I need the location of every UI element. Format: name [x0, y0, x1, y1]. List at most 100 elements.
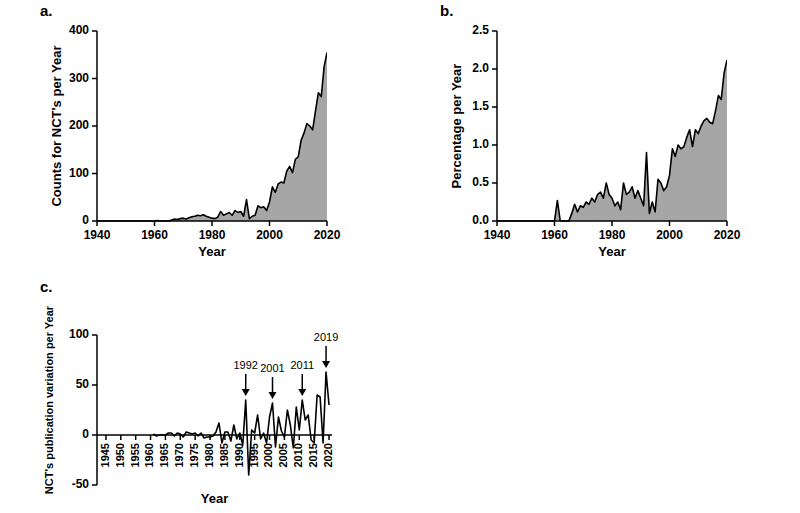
y-tick — [92, 30, 97, 32]
x-tick — [496, 221, 498, 226]
y-tick — [92, 173, 97, 175]
x-tick-label: 2020 — [314, 228, 341, 242]
annotation-label: 2019 — [314, 331, 338, 343]
figure: a.010020030040019401960198020002020YearC… — [0, 0, 800, 513]
y-axis — [496, 31, 498, 221]
y-tick-label: 1.0 — [472, 137, 489, 151]
panel-title: c. — [40, 278, 53, 295]
x-tick — [154, 221, 156, 226]
annotation-label: 2001 — [260, 362, 284, 374]
x-tick — [669, 221, 671, 226]
x-tick — [611, 221, 613, 226]
area-fill — [497, 60, 727, 221]
x-axis-title: Year — [201, 491, 228, 506]
x-tick-label: 1980 — [599, 228, 626, 242]
data-layer — [97, 52, 327, 221]
x-tick — [165, 435, 167, 440]
y-tick-label: 2.0 — [472, 61, 489, 75]
annotation-arrow — [325, 346, 327, 362]
y-tick — [92, 484, 97, 486]
x-tick — [299, 435, 301, 440]
y-tick-label: 100 — [69, 166, 89, 180]
x-tick-label: 2000 — [256, 228, 283, 242]
y-tick-label: 300 — [69, 71, 89, 85]
y-tick-label: 0 — [82, 213, 89, 227]
x-tick-label: 1960 — [541, 228, 568, 242]
y-tick-label: 0.5 — [472, 175, 489, 189]
x-tick — [224, 435, 226, 440]
y-axis — [96, 335, 98, 485]
chart-panel: b. 0.0 0.5 1.0 1.5 2.0 2.5 1940 1960 1980 2000 2020… — [440, 2, 741, 259]
y-tick-label: 400 — [69, 23, 89, 37]
x-tick — [239, 435, 241, 440]
x-tick-label: 1985 — [218, 443, 230, 467]
x-tick — [554, 221, 556, 226]
y-axis-title: Counts for NCT's per Year — [49, 45, 64, 206]
annotation-arrow — [245, 374, 247, 390]
y-tick — [492, 182, 497, 184]
data-line — [154, 372, 330, 475]
chart-panel: c.-5005010019451950195519601965197019751… — [40, 278, 338, 506]
panel-title: b. — [440, 2, 453, 19]
x-tick-label: 2015 — [307, 443, 319, 467]
x-tick — [284, 435, 286, 440]
y-tick — [92, 78, 97, 80]
y-tick — [92, 334, 97, 336]
annotation-arrowhead — [298, 389, 306, 396]
x-tick — [150, 435, 152, 440]
y-tick-label: -50 — [72, 477, 90, 491]
data-layer — [154, 372, 330, 475]
x-tick — [269, 435, 271, 440]
x-tick-label: 2000 — [656, 228, 683, 242]
x-tick — [96, 221, 98, 226]
x-tick-label: 1940 — [484, 228, 511, 242]
x-tick — [180, 435, 182, 440]
y-tick-label: 50 — [76, 377, 90, 391]
x-tick-label: 1990 — [233, 443, 245, 467]
annotation-arrowhead — [242, 389, 250, 396]
x-tick-label: 1970 — [173, 443, 185, 467]
x-tick-label: 2010 — [292, 443, 304, 467]
x-tick — [313, 435, 315, 440]
annotation-arrowhead — [322, 361, 330, 368]
x-tick — [326, 221, 328, 226]
x-tick-label: 1950 — [114, 443, 126, 467]
x-tick-label: 1945 — [99, 443, 111, 467]
y-tick-label: 2.5 — [472, 23, 489, 37]
x-tick — [328, 435, 330, 440]
x-axis — [97, 434, 332, 436]
x-tick-label: 1980 — [203, 443, 215, 467]
x-tick-label: 1960 — [143, 443, 155, 467]
chart-panel: a.010020030040019401960198020002020YearC… — [40, 2, 341, 259]
y-tick-label: 1.5 — [472, 99, 489, 113]
y-tick — [492, 30, 497, 32]
y-tick — [92, 125, 97, 127]
x-tick-label: 2005 — [277, 443, 289, 467]
y-tick-label: 0.0 — [472, 213, 489, 227]
x-tick-label: 1980 — [199, 228, 226, 242]
x-axis-title: Year — [198, 244, 225, 259]
x-tick-label: 1995 — [248, 443, 260, 467]
x-tick — [254, 435, 256, 440]
y-tick — [492, 106, 497, 108]
y-tick-label: 0 — [82, 427, 89, 441]
area-fill — [97, 52, 327, 221]
x-tick-label: 1975 — [188, 443, 200, 467]
x-tick-label: 2020 — [714, 228, 741, 242]
annotation-arrowhead — [269, 392, 277, 399]
annotation-label: 1992 — [233, 359, 257, 371]
x-tick-label: 2020 — [322, 443, 334, 467]
x-tick — [120, 435, 122, 440]
area-line — [97, 52, 327, 221]
x-tick-label: 1960 — [141, 228, 168, 242]
x-tick-label: 1940 — [84, 228, 111, 242]
y-axis-title: NCT's publication variation per Year — [43, 305, 55, 494]
y-tick-label: 100 — [69, 327, 89, 341]
x-tick-label: 1965 — [158, 443, 170, 467]
x-tick — [105, 435, 107, 440]
panel-title: a. — [40, 2, 53, 19]
x-tick — [211, 221, 213, 226]
x-tick — [135, 435, 137, 440]
x-tick-label: 1955 — [129, 443, 141, 467]
x-tick — [269, 221, 271, 226]
